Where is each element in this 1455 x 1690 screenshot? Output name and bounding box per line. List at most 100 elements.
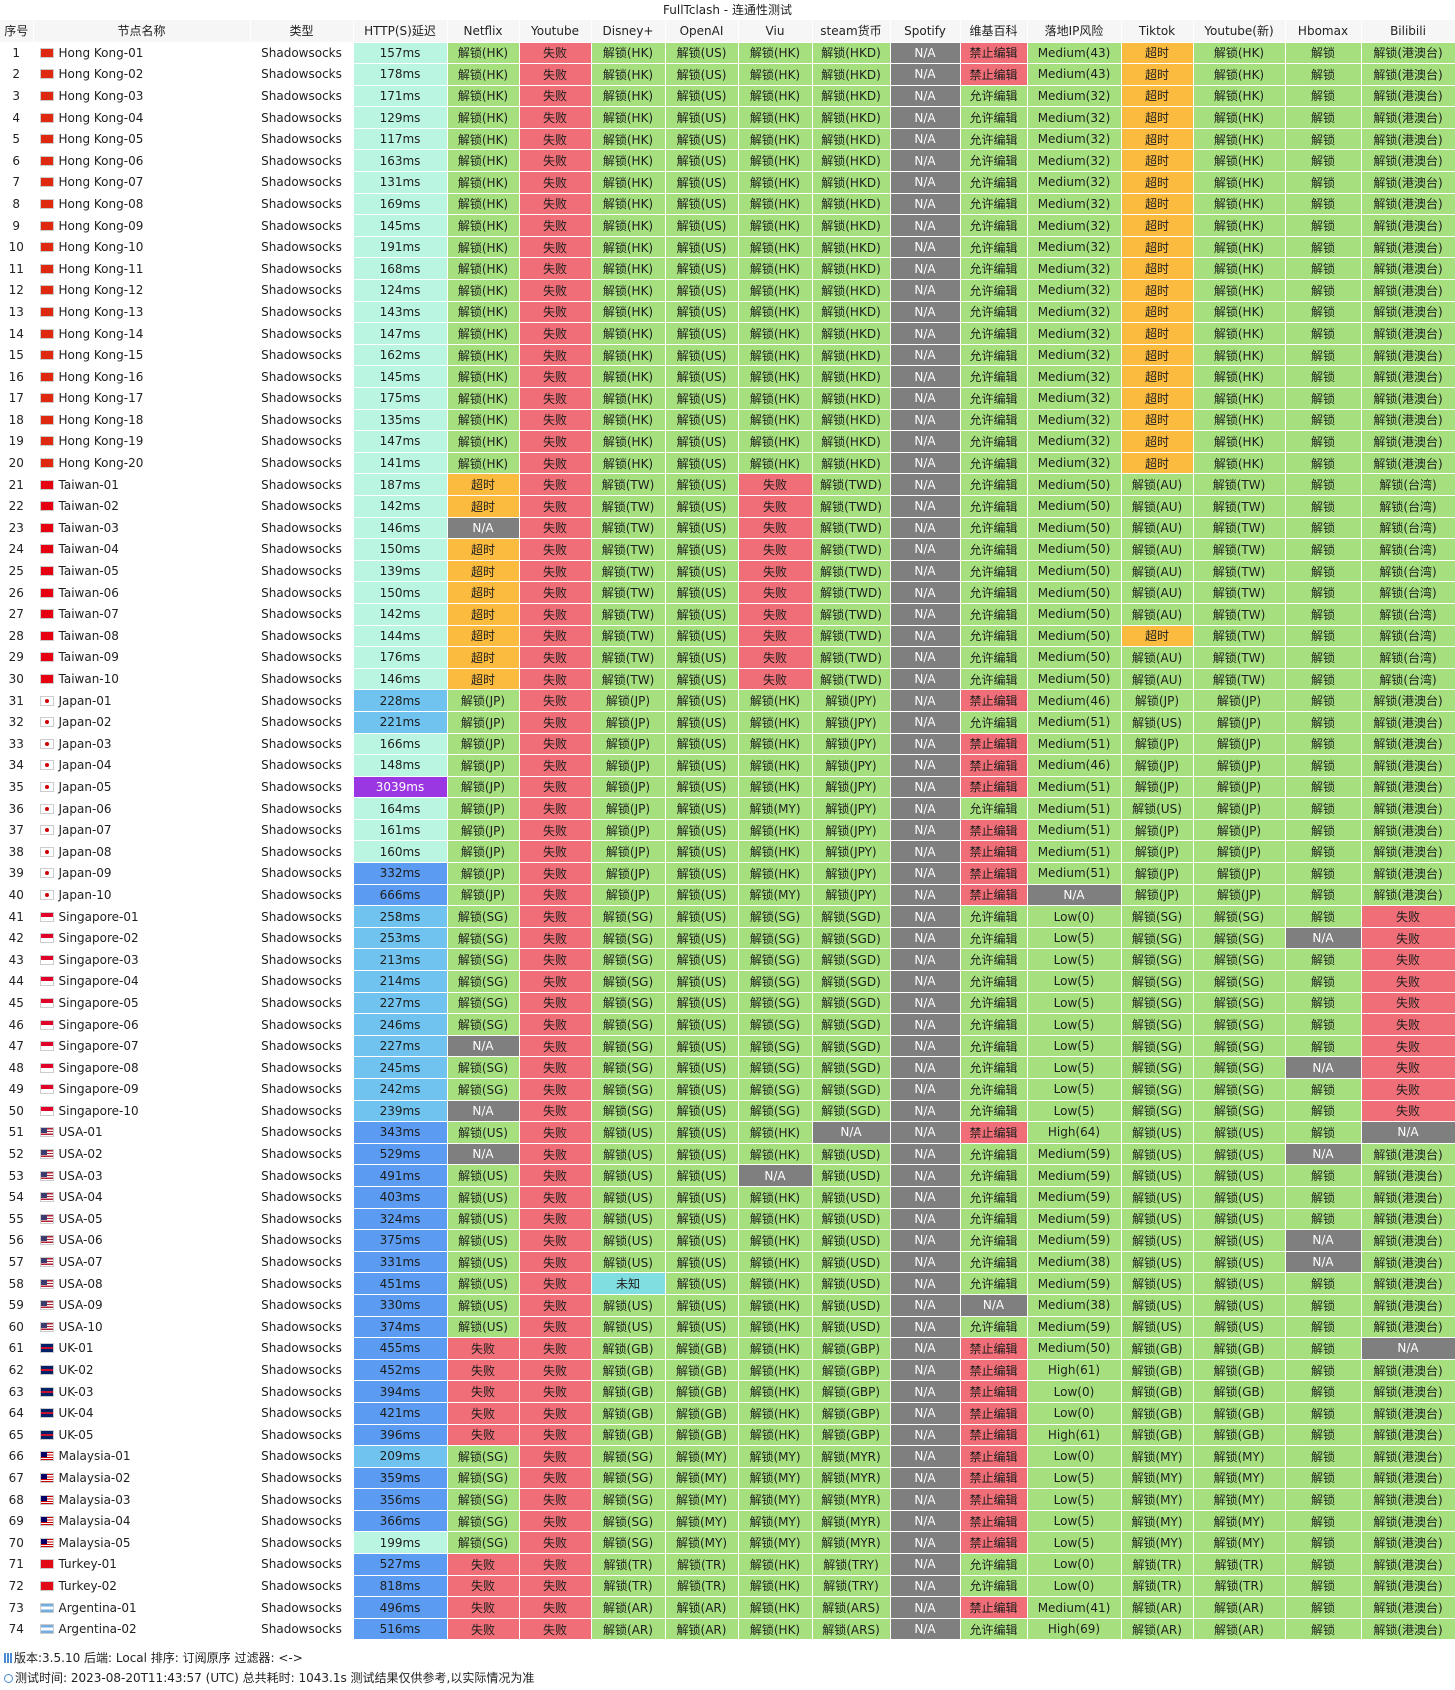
result-cell: 解锁(TW) bbox=[591, 646, 666, 669]
row-index: 67 bbox=[0, 1467, 34, 1490]
result-cell: 解锁(SG) bbox=[447, 1078, 520, 1101]
latency-cell: 191ms bbox=[353, 236, 448, 259]
result-cell: 失败 bbox=[519, 733, 592, 756]
result-cell: 解锁(MY) bbox=[665, 1531, 739, 1555]
result-cell: 失败 bbox=[519, 1424, 592, 1447]
result-cell: 解锁(TW) bbox=[1193, 495, 1286, 518]
result-cell: 解锁(US) bbox=[665, 1056, 739, 1079]
result-cell: N/A bbox=[447, 1035, 520, 1058]
node-name: Taiwan-10 bbox=[58, 672, 119, 687]
latency-cell: 117ms bbox=[353, 128, 448, 151]
row-index: 19 bbox=[0, 430, 34, 453]
result-cell: 解锁(SG) bbox=[738, 1013, 813, 1036]
result-cell: 解锁(TRY) bbox=[812, 1575, 891, 1598]
result-cell: 解锁(JPY) bbox=[812, 884, 891, 907]
result-cell: 解锁(JP) bbox=[1121, 754, 1194, 777]
tw-flag-icon bbox=[39, 522, 54, 533]
node-type: Shadowsocks bbox=[250, 819, 354, 842]
table-row: 39 Japan-09 Shadowsocks 332ms 解锁(JP) 失败 解锁(JP)… bbox=[0, 862, 1455, 885]
latency-cell: 330ms bbox=[353, 1294, 448, 1317]
result-cell: 解锁(港澳台) bbox=[1361, 689, 1455, 712]
result-cell: 解锁(SGD) bbox=[812, 905, 891, 928]
result-cell: 解锁(US) bbox=[665, 776, 739, 799]
latency-cell: 162ms bbox=[353, 344, 448, 367]
result-cell: N/A bbox=[960, 1294, 1028, 1317]
result-cell: 失败 bbox=[738, 495, 813, 518]
result-cell: 解锁 bbox=[1285, 776, 1362, 799]
us-flag-icon bbox=[39, 1321, 54, 1332]
result-cell: 解锁(JP) bbox=[1121, 840, 1194, 864]
result-cell: 解锁(港澳台) bbox=[1361, 1424, 1455, 1447]
result-cell: 失败 bbox=[519, 322, 592, 345]
result-cell: 解锁(HK) bbox=[447, 409, 520, 432]
result-cell: 允许编辑 bbox=[960, 1056, 1028, 1079]
result-cell: 允许编辑 bbox=[960, 430, 1028, 453]
result-cell: 失败 bbox=[519, 905, 592, 928]
row-index: 14 bbox=[0, 322, 34, 345]
result-cell: 失败 bbox=[519, 495, 592, 518]
node-type: Shadowsocks bbox=[250, 927, 354, 950]
result-cell: 解锁(JP) bbox=[1121, 689, 1194, 712]
result-cell: 解锁(JPY) bbox=[812, 797, 891, 820]
hk-flag-icon bbox=[39, 414, 54, 425]
result-cell: 解锁(HK) bbox=[1193, 257, 1286, 281]
result-cell: 允许编辑 bbox=[960, 711, 1028, 734]
result-cell: 允许编辑 bbox=[960, 128, 1028, 151]
latency-cell: 169ms bbox=[353, 193, 448, 216]
node-type: Shadowsocks bbox=[250, 257, 354, 281]
node-name: Taiwan-05 bbox=[58, 564, 119, 579]
result-cell: N/A bbox=[1027, 884, 1122, 907]
column-header: Tiktok bbox=[1121, 20, 1194, 43]
jp-flag-icon bbox=[39, 825, 54, 836]
result-cell: 解锁(US) bbox=[1121, 711, 1194, 734]
table-header: 序号 节点名称 类型 HTTP(S)延迟 Netflix Youtube Disney+ Op… bbox=[0, 20, 1455, 43]
tw-flag-icon bbox=[39, 544, 54, 555]
result-cell: Medium(59) bbox=[1027, 1272, 1122, 1295]
latency-cell: 164ms bbox=[353, 797, 448, 820]
result-cell: 解锁 bbox=[1285, 1424, 1362, 1447]
result-cell: 解锁(台湾) bbox=[1361, 625, 1455, 648]
node-name-cell: USA-07 bbox=[33, 1251, 251, 1274]
node-name-cell: Singapore-09 bbox=[33, 1078, 251, 1101]
table-row: 56 USA-06 Shadowsocks 375ms 解锁(US) 失败 解锁(US) 解锁… bbox=[0, 1229, 1455, 1252]
node-name-cell: Turkey-01 bbox=[33, 1553, 251, 1576]
node-name-cell: Singapore-06 bbox=[33, 1013, 251, 1036]
table-row: 12 Hong Kong-12 Shadowsocks 124ms 解锁(HK) 失败 解锁… bbox=[0, 279, 1455, 302]
result-cell: 禁止编辑 bbox=[960, 42, 1028, 65]
result-cell: 解锁(US) bbox=[665, 257, 739, 281]
result-cell: 解锁(US) bbox=[665, 581, 739, 604]
result-cell: 允许编辑 bbox=[960, 992, 1028, 1015]
result-cell: 解锁(港澳台) bbox=[1361, 1618, 1455, 1641]
result-cell: 解锁(HK) bbox=[591, 409, 666, 432]
node-name-cell: USA-08 bbox=[33, 1272, 251, 1295]
node-type: Shadowsocks bbox=[250, 1618, 354, 1641]
result-cell: 解锁(HKD) bbox=[812, 365, 891, 388]
result-cell: Medium(50) bbox=[1027, 473, 1122, 496]
table-row: 46 Singapore-06 Shadowsocks 246ms 解锁(SG) 失败 解锁… bbox=[0, 1013, 1455, 1036]
result-cell: High(64) bbox=[1027, 1121, 1122, 1144]
result-cell: Medium(50) bbox=[1027, 1337, 1122, 1360]
column-header: steam货币 bbox=[812, 20, 891, 43]
node-name-cell: Hong Kong-13 bbox=[33, 301, 251, 324]
result-cell: 禁止编辑 bbox=[960, 1531, 1028, 1555]
result-cell: Low(5) bbox=[1027, 1056, 1122, 1079]
table-row: 67 Malaysia-02 Shadowsocks 359ms 解锁(SG) 失败 解锁(… bbox=[0, 1467, 1455, 1490]
result-cell: 解锁(HK) bbox=[447, 279, 520, 302]
result-cell: 解锁(SG) bbox=[447, 1445, 520, 1468]
result-cell: 解锁(HK) bbox=[591, 42, 666, 65]
node-name-cell: Japan-01 bbox=[33, 689, 251, 712]
latency-cell: 246ms bbox=[353, 1013, 448, 1036]
result-cell: 解锁(GB) bbox=[1193, 1424, 1286, 1447]
result-cell: 解锁(US) bbox=[665, 517, 739, 540]
result-cell: Low(5) bbox=[1027, 948, 1122, 972]
result-cell: 解锁(TW) bbox=[1193, 560, 1286, 583]
result-cell: 解锁 bbox=[1285, 236, 1362, 259]
row-index: 7 bbox=[0, 171, 34, 194]
result-cell: Medium(43) bbox=[1027, 63, 1122, 86]
result-cell: 解锁 bbox=[1285, 1445, 1362, 1468]
result-cell: N/A bbox=[1285, 1143, 1362, 1166]
result-cell: Medium(32) bbox=[1027, 279, 1122, 302]
node-type: Shadowsocks bbox=[250, 301, 354, 324]
table-row: 36 Japan-06 Shadowsocks 164ms 解锁(JP) 失败 解锁(JP)… bbox=[0, 797, 1455, 820]
latency-cell: 178ms bbox=[353, 63, 448, 86]
